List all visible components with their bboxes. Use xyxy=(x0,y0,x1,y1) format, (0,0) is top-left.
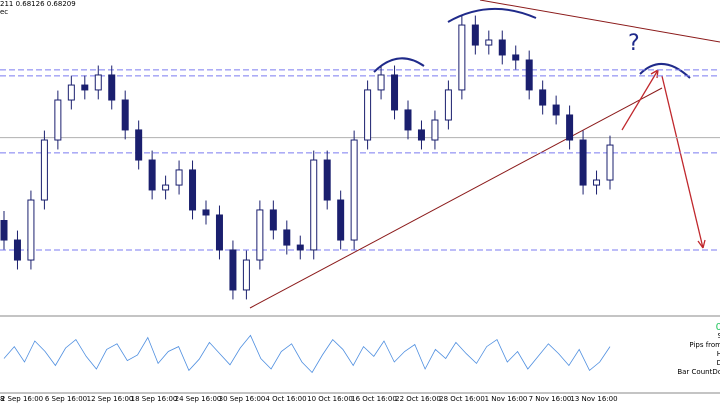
arc xyxy=(373,57,425,73)
candle-body xyxy=(377,74,385,91)
candle-body xyxy=(148,159,156,191)
x-tick-label: 2 Sep 16:00 xyxy=(1,395,43,403)
candle-body xyxy=(566,114,574,141)
candle-body xyxy=(242,259,250,291)
candle-body xyxy=(350,139,358,241)
candle-body xyxy=(121,99,129,131)
candle-body xyxy=(215,214,223,251)
x-tick-label: 22 Oct 16:00 xyxy=(395,395,441,403)
x-tick-label: 1 Nov 16:00 xyxy=(485,395,528,403)
arc xyxy=(639,63,691,79)
oscillator-line xyxy=(3,334,611,374)
trend-line xyxy=(249,87,663,309)
candle-body xyxy=(135,129,143,161)
candle-body xyxy=(175,169,183,186)
candle-body xyxy=(0,220,8,241)
candle-body xyxy=(256,209,264,261)
candle-body xyxy=(337,199,345,241)
candle-body xyxy=(94,74,102,91)
candle-body xyxy=(606,144,614,181)
trend-line xyxy=(479,0,720,43)
candle-body xyxy=(431,119,439,141)
candle-body xyxy=(81,84,89,91)
candle-body xyxy=(525,59,533,91)
x-tick-label: 18 Sep 16:00 xyxy=(131,395,178,403)
drawings xyxy=(249,0,720,309)
candle-body xyxy=(202,209,210,216)
indicator-text: Pips from xyxy=(689,341,720,349)
candle-body xyxy=(67,84,75,101)
indicator-text: 0 xyxy=(716,322,720,333)
candle-body xyxy=(417,129,425,141)
indicator-text: S xyxy=(718,332,720,340)
indicator-text: Bar CountDo xyxy=(677,368,720,376)
header-sub: ec xyxy=(0,8,8,16)
candle-body xyxy=(162,184,170,191)
x-tick-label: 30 Sep 16:00 xyxy=(219,395,266,403)
x-tick-label: 8 xyxy=(0,395,4,403)
candle-body xyxy=(108,74,116,101)
candle-body xyxy=(13,239,21,261)
candle-body xyxy=(364,89,372,141)
x-tick-label: 16 Oct 16:00 xyxy=(351,395,397,403)
x-tick-label: 12 Sep 16:00 xyxy=(87,395,134,403)
arrow-head xyxy=(650,69,659,79)
candle-body xyxy=(404,109,412,131)
candle-body xyxy=(471,24,479,46)
indicator-text: H xyxy=(717,350,720,358)
x-tick-label: 4 Oct 16:00 xyxy=(265,395,306,403)
candle-body xyxy=(296,244,304,251)
candle-body xyxy=(27,199,35,261)
candle-body xyxy=(485,39,493,46)
arc xyxy=(447,8,537,23)
candle-body xyxy=(593,179,601,186)
x-tick-label: 7 Nov 16:00 xyxy=(529,395,572,403)
arrow-head xyxy=(697,239,706,249)
candle-body xyxy=(391,74,399,111)
x-tick-label: 10 Oct 16:00 xyxy=(307,395,353,403)
candle-body xyxy=(498,39,506,56)
x-tick-label: 28 Oct 16:00 xyxy=(439,395,485,403)
annotation: ? xyxy=(628,31,640,56)
candle-body xyxy=(512,54,520,61)
candle-body xyxy=(552,104,560,116)
indicator-text: D xyxy=(717,359,720,367)
candle-body xyxy=(269,209,277,231)
candle-body xyxy=(189,169,197,211)
header: 211 0.68126 0.68209 xyxy=(0,0,76,8)
candle-body xyxy=(310,159,318,251)
candle-body xyxy=(40,139,48,201)
x-tick-label: 13 Nov 16:00 xyxy=(570,395,617,403)
candle-body xyxy=(539,89,547,106)
candle-body xyxy=(54,99,62,141)
candle-body xyxy=(283,229,291,246)
candle-body xyxy=(458,24,466,91)
arrow xyxy=(621,69,659,131)
candle-body xyxy=(579,139,587,186)
candle-body xyxy=(323,159,331,201)
candle-body xyxy=(229,249,237,291)
x-tick-label: 6 Sep 16:00 xyxy=(45,395,87,403)
arrow xyxy=(661,75,704,249)
candle-body xyxy=(444,89,452,121)
x-tick-label: 24 Sep 16:00 xyxy=(175,395,222,403)
